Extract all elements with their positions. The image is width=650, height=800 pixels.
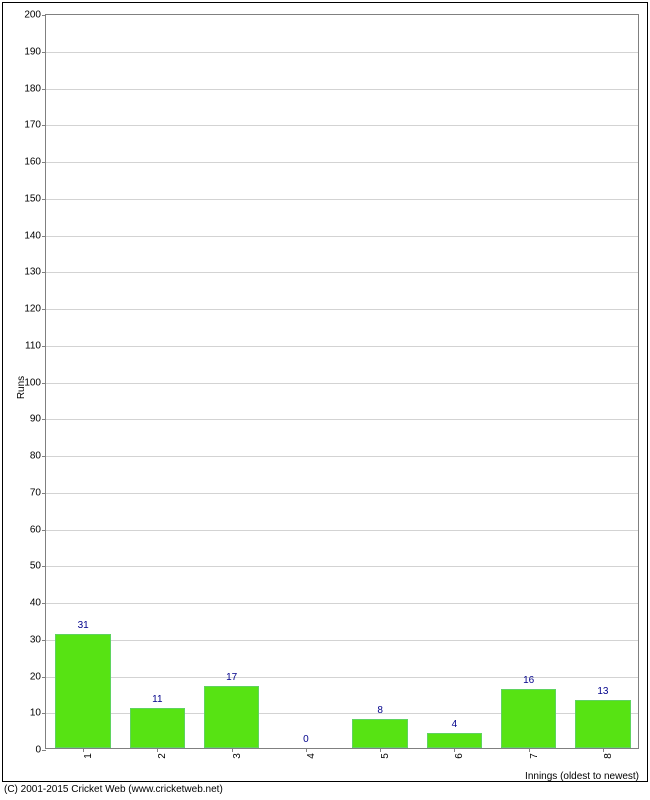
gridline xyxy=(46,456,638,457)
y-tick-mark xyxy=(42,566,46,567)
x-tick-label: 3 xyxy=(232,753,243,759)
y-tick-mark xyxy=(42,346,46,347)
y-tick-mark xyxy=(42,89,46,90)
y-tick-mark xyxy=(42,493,46,494)
y-tick-mark xyxy=(42,52,46,53)
gridline xyxy=(46,309,638,310)
bar xyxy=(130,708,186,748)
bar-value-label: 13 xyxy=(597,686,608,697)
y-tick-label: 150 xyxy=(24,193,41,204)
bar xyxy=(55,634,111,748)
x-tick-mark xyxy=(306,748,307,752)
y-tick-label: 70 xyxy=(30,487,41,498)
x-tick-mark xyxy=(83,748,84,752)
y-tick-mark xyxy=(42,309,46,310)
y-tick-label: 10 xyxy=(30,708,41,719)
y-tick-label: 30 xyxy=(30,634,41,645)
x-tick-label: 5 xyxy=(380,753,391,759)
y-tick-mark xyxy=(42,162,46,163)
y-tick-label: 80 xyxy=(30,451,41,462)
bar xyxy=(575,700,631,748)
y-tick-mark xyxy=(42,456,46,457)
y-tick-mark xyxy=(42,530,46,531)
gridline xyxy=(46,677,638,678)
gridline xyxy=(46,162,638,163)
bar xyxy=(352,719,408,748)
x-tick-mark xyxy=(603,748,604,752)
y-tick-label: 40 xyxy=(30,598,41,609)
gridline xyxy=(46,236,638,237)
bar-value-label: 4 xyxy=(452,719,458,730)
x-tick-mark xyxy=(232,748,233,752)
bar xyxy=(501,689,557,748)
y-tick-label: 190 xyxy=(24,46,41,57)
gridline xyxy=(46,603,638,604)
bar-value-label: 16 xyxy=(523,675,534,686)
gridline xyxy=(46,530,638,531)
x-tick-mark xyxy=(380,748,381,752)
gridline xyxy=(46,640,638,641)
y-axis-title: Runs xyxy=(16,375,27,398)
y-tick-mark xyxy=(42,713,46,714)
gridline xyxy=(46,566,638,567)
y-tick-mark xyxy=(42,750,46,751)
chart-container: 0102030405060708090100110120130140150160… xyxy=(0,0,650,800)
x-tick-label: 6 xyxy=(454,753,465,759)
copyright-text: (C) 2001-2015 Cricket Web (www.cricketwe… xyxy=(4,784,223,795)
y-tick-mark xyxy=(42,419,46,420)
gridline xyxy=(46,52,638,53)
bar-value-label: 8 xyxy=(377,705,383,716)
bar xyxy=(204,686,260,748)
bar-value-label: 31 xyxy=(78,620,89,631)
y-tick-label: 110 xyxy=(25,340,41,351)
y-tick-mark xyxy=(42,15,46,16)
gridline xyxy=(46,419,638,420)
y-tick-label: 0 xyxy=(35,745,41,756)
gridline xyxy=(46,272,638,273)
bar-value-label: 0 xyxy=(303,734,309,745)
y-tick-label: 120 xyxy=(24,304,41,315)
x-tick-label: 4 xyxy=(306,753,317,759)
bar-value-label: 17 xyxy=(226,672,237,683)
y-tick-mark xyxy=(42,640,46,641)
x-tick-mark xyxy=(454,748,455,752)
y-tick-mark xyxy=(42,272,46,273)
x-tick-mark xyxy=(529,748,530,752)
x-tick-mark xyxy=(157,748,158,752)
x-tick-label: 7 xyxy=(529,753,540,759)
y-tick-label: 170 xyxy=(24,120,41,131)
gridline xyxy=(46,89,638,90)
y-tick-label: 130 xyxy=(24,267,41,278)
x-tick-label: 1 xyxy=(83,753,94,759)
y-tick-mark xyxy=(42,677,46,678)
y-tick-mark xyxy=(42,236,46,237)
y-tick-label: 50 xyxy=(30,561,41,572)
y-tick-mark xyxy=(42,199,46,200)
y-tick-label: 180 xyxy=(24,83,41,94)
y-tick-label: 160 xyxy=(24,157,41,168)
y-tick-label: 200 xyxy=(24,10,41,21)
y-tick-label: 60 xyxy=(30,524,41,535)
plot-area: 0102030405060708090100110120130140150160… xyxy=(45,14,639,749)
x-axis-title: Innings (oldest to newest) xyxy=(525,771,639,782)
y-tick-mark xyxy=(42,383,46,384)
gridline xyxy=(46,493,638,494)
y-tick-label: 90 xyxy=(30,414,41,425)
y-tick-mark xyxy=(42,125,46,126)
y-tick-mark xyxy=(42,603,46,604)
y-tick-label: 20 xyxy=(30,671,41,682)
gridline xyxy=(46,346,638,347)
gridline xyxy=(46,383,638,384)
x-tick-label: 2 xyxy=(157,753,168,759)
bar xyxy=(427,733,483,748)
bar-value-label: 11 xyxy=(152,694,162,705)
gridline xyxy=(46,125,638,126)
x-tick-label: 8 xyxy=(603,753,614,759)
gridline xyxy=(46,199,638,200)
y-tick-label: 140 xyxy=(24,230,41,241)
